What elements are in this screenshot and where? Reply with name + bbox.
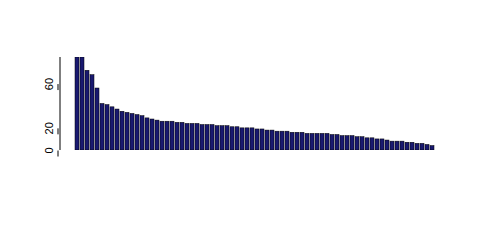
svg-text:60: 60 (43, 78, 55, 90)
svg-text:0: 0 (43, 147, 55, 153)
svg-text:20: 20 (43, 122, 55, 134)
